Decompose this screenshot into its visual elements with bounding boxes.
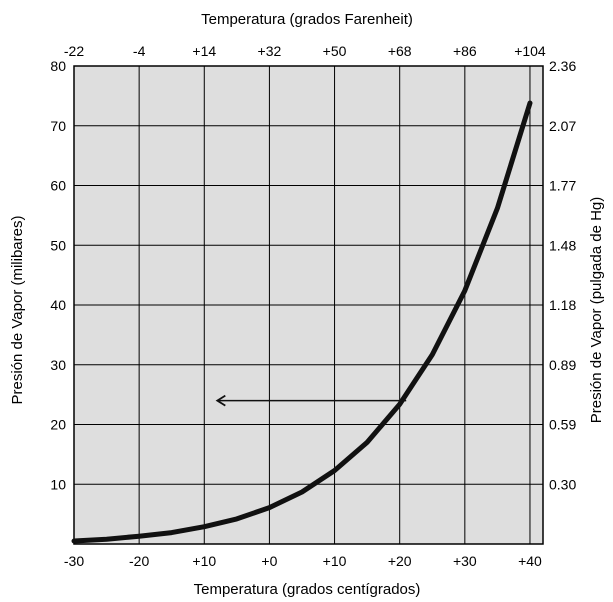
left-tick-label: 70	[50, 118, 66, 134]
left-tick-label: 60	[50, 178, 66, 194]
bottom-tick-label: +10	[323, 553, 347, 569]
left-axis-title: Presión de Vapor (milibares)	[9, 216, 26, 405]
right-tick-label: 0.89	[549, 357, 576, 373]
left-tick-label: 80	[50, 58, 66, 74]
top-tick-label: +32	[258, 43, 282, 59]
right-tick-label: 1.77	[549, 178, 576, 194]
top-tick-label: -22	[64, 43, 84, 59]
bottom-tick-label: +20	[388, 553, 412, 569]
left-tick-label: 50	[50, 237, 66, 253]
top-tick-label: +50	[323, 43, 347, 59]
annotation-arrowhead	[215, 394, 226, 407]
bottom-tick-label: +40	[518, 553, 542, 569]
bottom-tick-label: +0	[261, 553, 277, 569]
top-tick-label: +14	[192, 43, 216, 59]
annotation-arrow	[215, 394, 407, 407]
left-tick-label: 20	[50, 417, 66, 433]
bottom-tick-label: -30	[64, 553, 84, 569]
top-axis-title: Temperatura (grados Farenheit)	[201, 11, 413, 28]
bottom-tick-label: +10	[192, 553, 216, 569]
right-tick-label: 0.59	[549, 417, 576, 433]
tick-labels: -30 -20 +10 +0 +10 +20 +30 +40 -22 -4 +14 +32 +50 +68…	[50, 43, 576, 569]
right-tick-label: 2.36	[549, 58, 576, 74]
right-tick-label: 1.18	[549, 297, 576, 313]
vapor-pressure-curve	[71, 100, 533, 544]
left-tick-label: 40	[50, 297, 66, 313]
left-tick-label: 30	[50, 357, 66, 373]
right-tick-label: 0.30	[549, 476, 576, 492]
top-tick-label: -4	[133, 43, 146, 59]
bottom-axis-title: Temperatura (grados centígrados)	[194, 581, 421, 598]
left-tick-label: 10	[50, 476, 66, 492]
bottom-tick-label: -20	[129, 553, 149, 569]
right-axis-title: Presión de Vapor (pulgada de Hg)	[588, 197, 605, 424]
bottom-tick-label: +30	[453, 553, 477, 569]
top-tick-label: +68	[388, 43, 412, 59]
right-tick-label: 2.07	[549, 118, 576, 134]
right-tick-label: 1.48	[549, 237, 576, 253]
top-tick-label: +104	[514, 43, 546, 59]
top-tick-label: +86	[453, 43, 477, 59]
grid-lines	[74, 66, 543, 544]
